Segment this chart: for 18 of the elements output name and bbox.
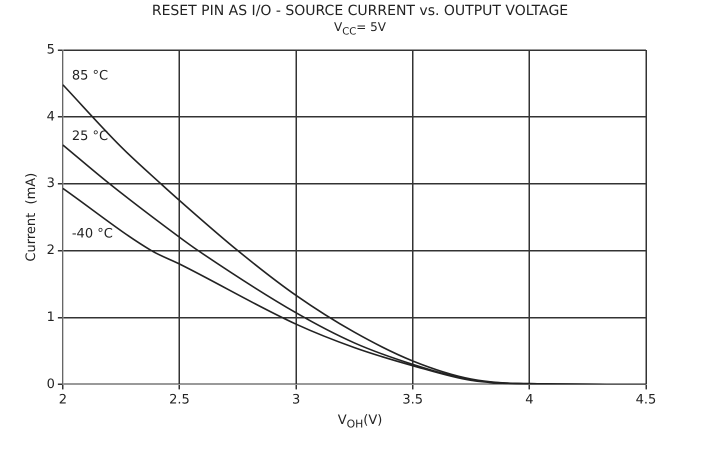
x-tick-label: 4 bbox=[525, 392, 534, 408]
x-tick-label: 3 bbox=[292, 392, 300, 408]
y-tick-label: 0 bbox=[46, 376, 55, 392]
series-label: -40 °C bbox=[72, 226, 113, 242]
y-tick-label: 4 bbox=[46, 109, 55, 124]
chart-title: RESET PIN AS I/O - SOURCE CURRENT vs. OUTPUT VOLTAGE bbox=[150, 3, 570, 19]
chart-subtitle: V$_{CC}$= 5V bbox=[333, 20, 387, 38]
series-label: 85 °C bbox=[72, 68, 108, 84]
x-tick-label: 3.5 bbox=[402, 392, 424, 408]
y-tick-label: 5 bbox=[46, 42, 55, 58]
y-tick-label: 3 bbox=[46, 176, 55, 192]
y-tick-label: 2 bbox=[46, 243, 55, 258]
x-tick-label: 2.5 bbox=[169, 392, 190, 408]
y-tick-label: 1 bbox=[46, 310, 55, 325]
y-axis-title: Current (mA) bbox=[24, 172, 40, 262]
x-axis-title: V$_{OH}$(V) bbox=[336, 413, 384, 431]
x-tick-label: 4.5 bbox=[636, 392, 656, 408]
x-tick-label: 2 bbox=[58, 392, 68, 408]
